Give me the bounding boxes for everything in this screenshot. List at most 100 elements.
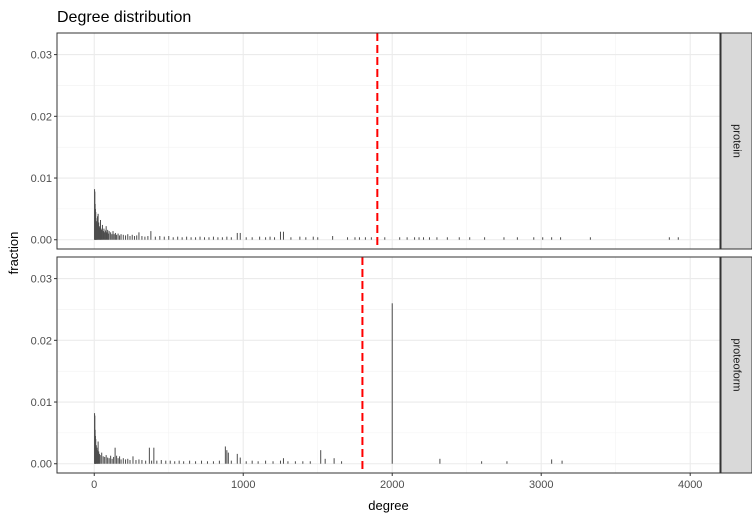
bar-protein: [199, 236, 201, 240]
bar-protein: [230, 237, 232, 240]
bar-protein: [469, 237, 471, 240]
bar-protein: [181, 237, 183, 240]
bar-protein: [127, 234, 129, 240]
bar-protein: [125, 235, 127, 240]
bar-proteoform: [165, 460, 167, 464]
bar-protein: [274, 237, 276, 240]
bar-protein: [245, 237, 247, 240]
bar-proteoform: [212, 461, 214, 464]
bar-protein: [347, 237, 349, 240]
bar-protein: [279, 231, 281, 240]
bar-proteoform: [111, 458, 113, 464]
bar-proteoform: [99, 455, 101, 464]
bar-proteoform: [265, 460, 267, 464]
bar-protein: [208, 237, 210, 240]
bar-protein: [282, 231, 284, 240]
bar-protein: [100, 219, 102, 240]
bar-protein: [98, 226, 100, 240]
bar-protein: [150, 231, 152, 240]
bar-protein: [384, 237, 386, 240]
bar-protein: [172, 237, 174, 240]
bar-proteoform: [119, 456, 121, 464]
bar-protein: [110, 232, 112, 240]
panel-border-proteoform: [56, 256, 721, 474]
bar-protein: [120, 234, 122, 240]
bar-proteoform: [108, 458, 110, 464]
bar-protein: [190, 237, 192, 240]
bar-proteoform: [141, 460, 143, 464]
bar-proteoform: [114, 447, 116, 464]
bar-protein: [144, 236, 146, 240]
bar-protein: [251, 237, 253, 240]
bar-proteoform: [95, 445, 97, 464]
bar-protein: [112, 231, 114, 240]
bar-proteoform: [294, 461, 296, 464]
bar-protein: [105, 226, 107, 240]
bar-proteoform: [257, 461, 259, 464]
x-axis-title: degree: [368, 498, 408, 513]
x-tick-label: 4000: [678, 479, 702, 491]
bar-protein: [312, 236, 314, 240]
bar-protein: [239, 232, 241, 240]
bar-proteoform: [104, 456, 106, 464]
bar-protein: [364, 237, 366, 240]
bar-proteoform: [239, 457, 241, 464]
bar-proteoform: [96, 447, 98, 464]
bar-protein: [551, 237, 553, 240]
bar-proteoform: [324, 458, 326, 464]
bar-proteoform: [183, 461, 185, 464]
panel-background-proteoform: [57, 257, 720, 473]
bar-protein: [116, 234, 118, 240]
bar-protein: [136, 235, 138, 240]
bar-proteoform: [236, 453, 238, 464]
y-tick-label: 0.01: [31, 173, 52, 185]
bar-protein: [101, 224, 103, 240]
bar-proteoform: [101, 452, 103, 464]
bar-protein: [101, 229, 103, 240]
bar-proteoform: [230, 460, 232, 464]
bar-protein: [677, 237, 679, 240]
bar-proteoform: [153, 447, 155, 464]
facet-strip-label: protein: [731, 124, 743, 158]
bar-protein: [111, 234, 113, 240]
bar-protein: [97, 213, 99, 240]
bar-protein: [221, 237, 223, 240]
bar-protein: [107, 229, 109, 240]
bar-protein: [212, 236, 214, 240]
bar-protein: [131, 234, 133, 240]
bar-proteoform: [551, 459, 553, 464]
bar-proteoform: [138, 459, 140, 464]
bar-proteoform: [174, 461, 176, 464]
bar-proteoform: [481, 461, 483, 464]
bar-protein: [195, 237, 197, 240]
bar-protein: [114, 232, 116, 240]
bar-proteoform: [561, 460, 563, 464]
facet-strip-proteoform: [720, 256, 752, 474]
bar-protein: [399, 237, 401, 240]
y-tick-label: 0.00: [31, 459, 52, 471]
y-tick-label: 0.03: [31, 50, 52, 62]
bar-protein: [484, 237, 486, 240]
bar-protein: [102, 231, 104, 240]
bar-protein: [129, 236, 131, 240]
bar-protein: [168, 236, 170, 240]
bar-proteoform: [95, 439, 97, 464]
bar-proteoform: [245, 461, 247, 464]
bar-protein: [265, 237, 267, 240]
bar-proteoform: [129, 460, 131, 464]
bar-protein: [106, 232, 108, 240]
bar-proteoform: [156, 460, 158, 464]
bar-protein: [542, 237, 544, 240]
bar-protein: [122, 234, 124, 240]
bar-proteoform: [116, 455, 118, 464]
bar-protein: [98, 222, 100, 240]
bar-protein: [96, 223, 98, 240]
bar-protein: [436, 237, 438, 240]
bar-protein: [458, 237, 460, 240]
bar-protein: [370, 237, 372, 240]
bar-protein: [217, 237, 219, 240]
y-tick-label: 0.02: [31, 111, 52, 123]
bar-protein: [108, 231, 110, 240]
y-tick-label: 0.03: [31, 274, 52, 286]
bar-proteoform: [287, 461, 289, 464]
